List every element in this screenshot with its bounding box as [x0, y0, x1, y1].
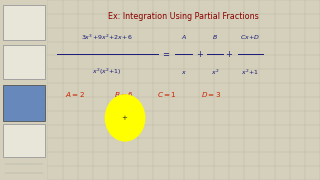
Text: $A = 2$: $A = 2$	[65, 90, 85, 99]
Bar	[3, 45, 44, 79]
Text: $x$: $x$	[181, 69, 187, 75]
Text: $x^2$: $x^2$	[211, 67, 219, 77]
Ellipse shape	[105, 95, 145, 141]
Text: Ex: Integration Using Partial Fractions: Ex: Integration Using Partial Fractions	[108, 12, 259, 21]
Text: $=$: $=$	[161, 50, 171, 59]
Text: $B$: $B$	[212, 33, 218, 41]
Text: $+$: $+$	[196, 49, 204, 59]
Text: $B = 6$: $B = 6$	[114, 90, 134, 99]
Text: $A$: $A$	[180, 33, 187, 41]
Text: $Cx\!+\!D$: $Cx\!+\!D$	[240, 33, 260, 41]
Bar	[3, 5, 44, 40]
Bar	[3, 124, 44, 157]
Text: $+$: $+$	[122, 113, 129, 122]
Bar	[3, 85, 44, 121]
Text: $+$: $+$	[226, 49, 234, 59]
Text: $x^2(x^2\!+\!1)$: $x^2(x^2\!+\!1)$	[92, 67, 122, 77]
Text: $D = 3$: $D = 3$	[201, 90, 221, 99]
Text: $C = 1$: $C = 1$	[157, 90, 177, 99]
Text: $x^2\!+\!1$: $x^2\!+\!1$	[242, 67, 260, 77]
Text: $3x^3\!+\!9x^2\!+\!2x\!+\!6$: $3x^3\!+\!9x^2\!+\!2x\!+\!6$	[81, 32, 133, 42]
